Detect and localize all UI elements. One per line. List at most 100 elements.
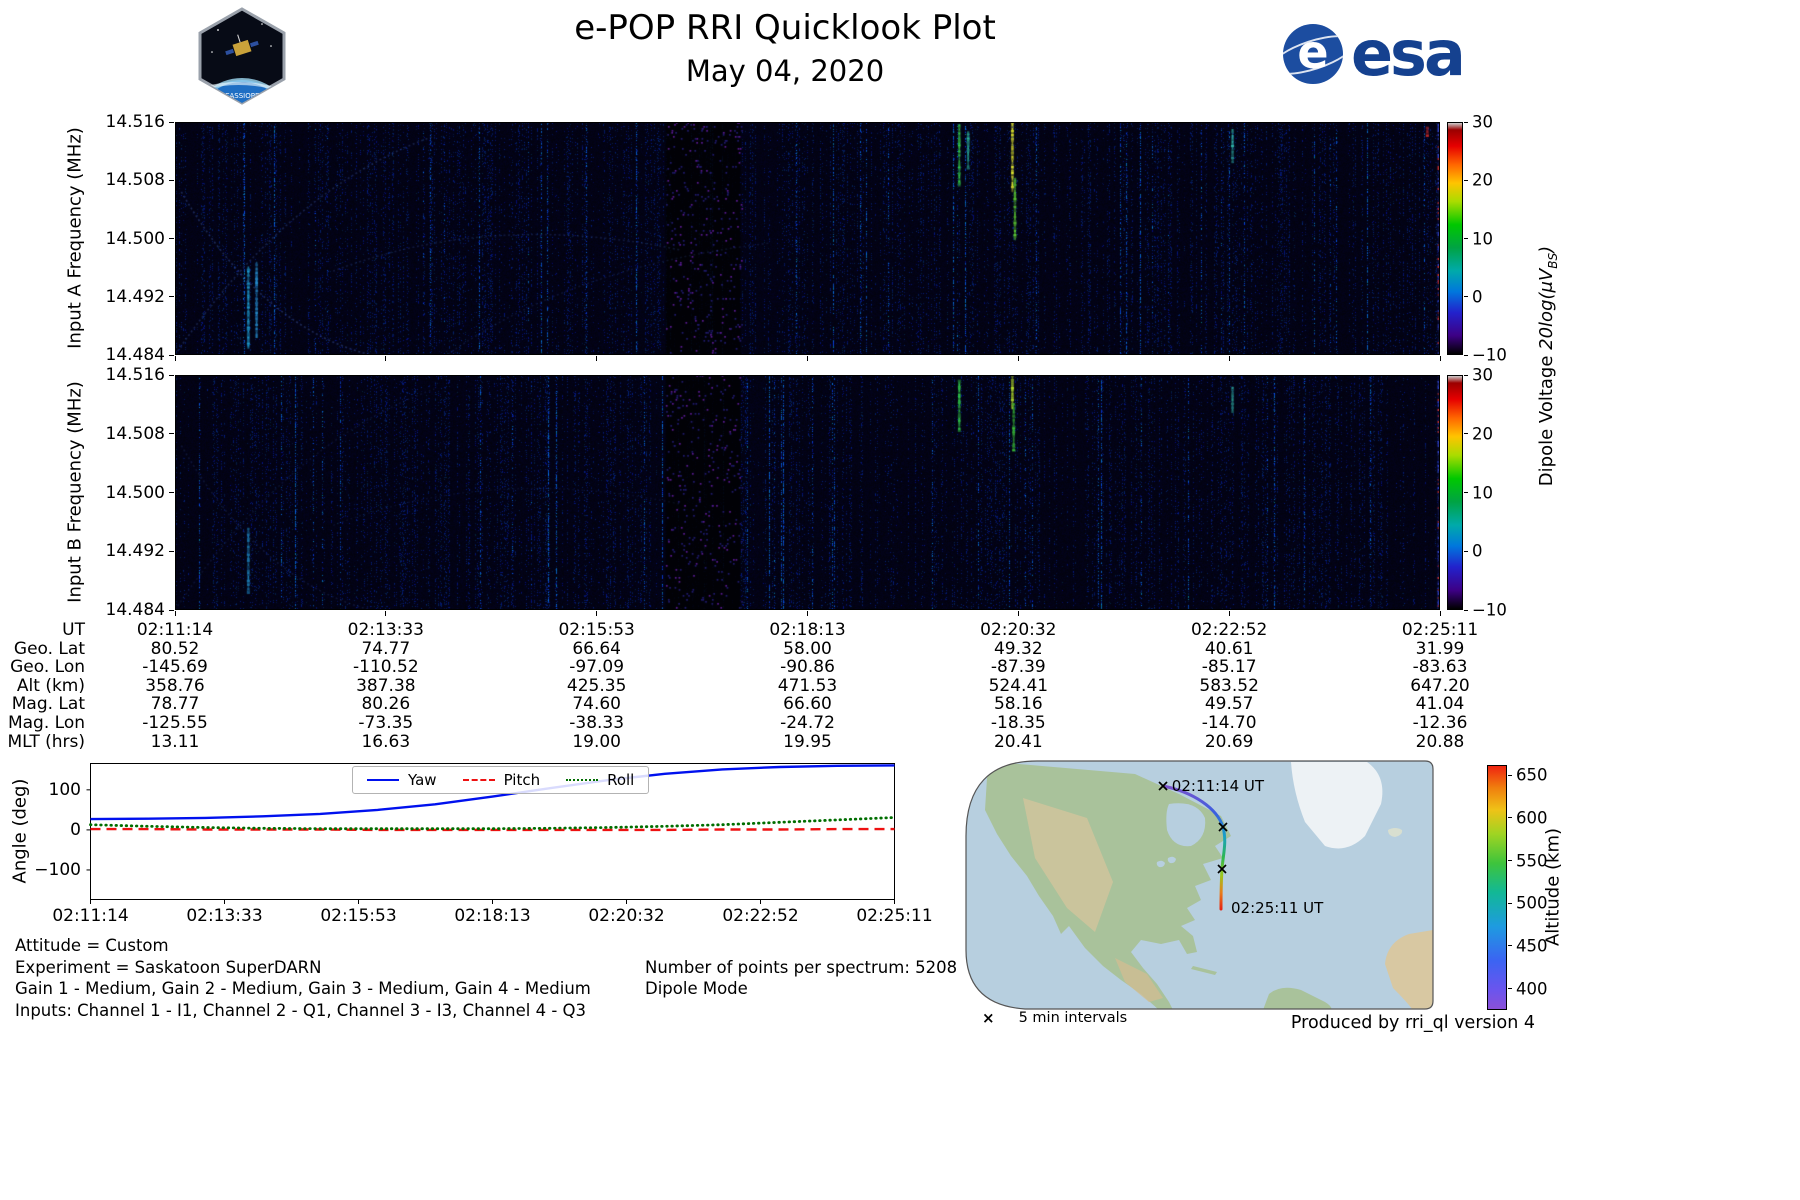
map-land-7 [1388, 828, 1403, 837]
freq-tick-label: 14.508 [105, 170, 165, 191]
dipole-colorbar-tick-mark [1464, 492, 1468, 493]
time-tick-mark [385, 611, 387, 616]
legend-item-pitch: Pitch [462, 771, 540, 789]
ephemeris-value: 02:20:32 [980, 620, 1057, 640]
altitude-colorbar-tick-label: 400 [1516, 979, 1548, 999]
angle-y-tick-label: −100 [34, 859, 81, 880]
altitude-colorbar-tick-mark [1508, 860, 1512, 862]
dipole-colorbar-tick-label: 30 [1472, 365, 1493, 385]
ground-track-map: 02:11:14 UT 02:25:11 UT [965, 760, 1434, 1010]
dipole-colorbar-tick-label: 10 [1472, 483, 1493, 502]
track-end-label: 02:25:11 UT [1231, 899, 1324, 917]
page-title: e-POP RRI Quicklook Plot [574, 8, 996, 48]
dipole-mode-note: Dipole Mode [645, 979, 748, 998]
time-tick-mark [807, 611, 808, 616]
ephemeris-row-label: Geo. Lat [13, 638, 85, 659]
colorbar-label-sub: BS [1545, 252, 1560, 269]
legend-label: Roll [607, 771, 635, 789]
ephemeris-value: 387.38 [356, 675, 416, 696]
ephemeris-value: 16.63 [361, 731, 411, 752]
altitude-colorbar-tick-mark [1508, 774, 1512, 776]
ephemeris-value: 524.41 [988, 675, 1049, 696]
freq-tick-label: 14.484 [105, 345, 165, 365]
ephemeris-value: 19.95 [783, 731, 832, 752]
dipole-colorbar-tick-label: 10 [1472, 229, 1493, 248]
angle-y-tick-label: 0 [70, 819, 81, 840]
track-start-label: 02:11:14 UT [1172, 777, 1265, 795]
ephemeris-value: -87.39 [990, 657, 1046, 678]
angle-x-tick-label: 02:25:11 [856, 906, 933, 926]
spectrogram-a-image [175, 122, 1440, 355]
freq-tick-mark [169, 238, 174, 239]
ephemeris-row-label: Alt (km) [16, 675, 85, 696]
dipole-voltage-colorbar-label: Dipole Voltage 20log(μVBS) [1536, 246, 1560, 486]
ephemeris-value: 80.52 [150, 638, 200, 659]
ephemeris-value: 58.00 [783, 638, 832, 659]
dipole-colorbar-tick-label: 20 [1472, 424, 1493, 444]
freq-tick-mark [169, 550, 174, 552]
ephemeris-value: 41.04 [1415, 694, 1465, 715]
colorbar-label-math: 20log(μV [1536, 268, 1558, 350]
legend-label: Yaw [408, 771, 437, 789]
map-legend: × 5 min intervals [982, 1009, 1127, 1027]
ephemeris-value: -90.86 [780, 657, 835, 678]
freq-tick-label: 14.516 [105, 365, 165, 385]
ephemeris-value: 20.69 [1204, 731, 1254, 752]
time-tick-mark [1228, 356, 1230, 361]
points-per-spectrum-note: Number of points per spectrum: 5208 [645, 957, 958, 977]
ephemeris-value: 66.60 [783, 694, 832, 715]
altitude-colorbar-tick-mark [1508, 988, 1512, 990]
time-tick-mark [174, 356, 176, 361]
time-tick-mark [174, 611, 176, 616]
gain-note: Gain 1 - Medium, Gain 2 - Medium, Gain 3… [15, 979, 591, 998]
ephemeris-value: 647.20 [1410, 675, 1470, 696]
time-tick-mark [807, 356, 808, 361]
dipole-colorbar-tick-mark [1464, 433, 1468, 435]
ephemeris-value: -110.52 [353, 657, 419, 678]
dipole-colorbar-tick-mark [1464, 121, 1468, 123]
ephemeris-value: 425.35 [566, 675, 627, 696]
map-land-4 [1156, 860, 1165, 868]
ephemeris-value: 49.32 [993, 638, 1043, 659]
ephemeris-value: -85.17 [1201, 657, 1257, 678]
inputs-note: Inputs: Channel 1 - I1, Channel 2 - Q1, … [15, 1000, 586, 1020]
attitude-angle-chart [86, 763, 896, 904]
ephemeris-value: 78.77 [150, 694, 200, 715]
track-interval-marker-icon [1218, 822, 1228, 832]
altitude-colorbar-tick-label: 500 [1516, 893, 1548, 913]
ephemeris-row-label: Mag. Lon [7, 713, 85, 733]
attitude-note: Attitude = Custom [15, 936, 169, 955]
angle-x-tick-label: 02:13:33 [186, 906, 263, 926]
ephemeris-value: 80.26 [361, 694, 411, 715]
altitude-colorbar-tick-label: 600 [1516, 808, 1548, 828]
legend-line-sample [462, 779, 495, 781]
angle-x-tick-label: 02:15:53 [320, 906, 397, 926]
ephemeris-row-label: Geo. Lon [10, 657, 85, 678]
freq-tick-label: 14.484 [105, 600, 165, 620]
map-land-8 [1263, 987, 1332, 1009]
spectrogram-b-image [175, 375, 1440, 610]
angle-y-tick-label: 100 [48, 779, 81, 800]
ephemeris-value: 02:22:52 [1190, 620, 1268, 640]
dipole-colorbar-tick-mark [1464, 609, 1468, 611]
ephemeris-value: 31.99 [1415, 638, 1465, 659]
produced-by-note: Produced by rri_ql version 4 [1290, 1013, 1535, 1033]
ephemeris-value: -125.55 [142, 713, 208, 733]
angle-x-tick-label: 02:18:13 [454, 906, 531, 926]
ephemeris-value: 02:15:53 [558, 620, 635, 640]
ephemeris-value: 358.76 [145, 675, 205, 696]
angle-series-yaw [90, 764, 895, 821]
ephemeris-value: 02:25:11 [1401, 620, 1479, 640]
ephemeris-value: -145.69 [142, 657, 208, 678]
panel-b-ylabel: Input B Frequency (MHz) [64, 381, 86, 603]
track-interval-marker-icon [1158, 781, 1168, 791]
time-tick-mark [1439, 356, 1441, 361]
legend-line-sample [566, 779, 599, 781]
freq-tick-label: 14.492 [105, 286, 165, 307]
ephemeris-value: 13.11 [150, 731, 200, 752]
time-tick-mark [1017, 356, 1019, 361]
altitude-colorbar-tick-label: 650 [1516, 765, 1548, 785]
ground-track [1161, 784, 1227, 911]
freq-tick-mark [169, 374, 174, 376]
dipole-colorbar-tick-mark [1464, 354, 1468, 356]
